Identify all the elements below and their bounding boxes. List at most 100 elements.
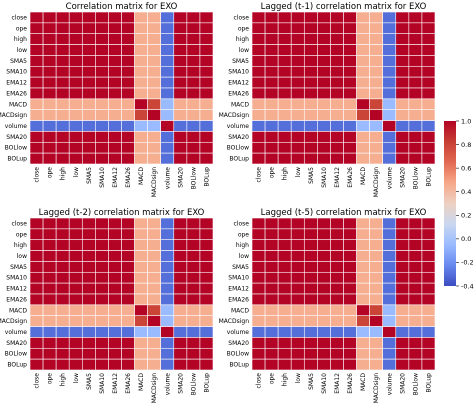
heatmap-cell xyxy=(160,44,175,56)
heatmap-cell xyxy=(134,152,148,165)
heatmap-cell xyxy=(95,261,109,273)
heatmap-cell xyxy=(317,293,331,306)
heatmap-cell xyxy=(408,347,423,360)
heatmap-cell xyxy=(369,120,384,132)
heatmap-cell xyxy=(199,250,214,262)
heatmap-cell xyxy=(330,315,344,327)
heatmap-cell xyxy=(186,337,201,349)
heatmap-cell xyxy=(55,152,70,165)
heatmap-cell xyxy=(251,109,266,121)
panel-title: Lagged (t-5) correlation matrix for EXO xyxy=(261,208,427,218)
heatmap-cell xyxy=(343,109,357,121)
heatmap-cell xyxy=(290,141,305,154)
heatmap-cell xyxy=(147,44,162,56)
heatmap-cell xyxy=(277,131,292,143)
heatmap-cell xyxy=(68,228,83,241)
heatmap-cell xyxy=(369,282,384,295)
heatmap-cell xyxy=(160,347,175,360)
heatmap-cell xyxy=(251,337,266,349)
y-tick-label: close xyxy=(234,14,250,21)
heatmap-cell xyxy=(369,33,384,45)
heatmap-cell xyxy=(199,358,214,371)
y-tick-label: low xyxy=(239,253,249,260)
heatmap-cell xyxy=(330,337,344,349)
y-tick-label: BOLlow xyxy=(5,145,27,152)
heatmap-cell xyxy=(264,141,279,154)
heatmap-cell xyxy=(303,271,318,284)
heatmap-cell xyxy=(290,239,305,251)
heatmap-cell xyxy=(290,337,305,349)
heatmap-cell xyxy=(199,87,214,100)
x-tick-label: high xyxy=(282,373,289,386)
heatmap-cell xyxy=(186,304,201,317)
heatmap-cell xyxy=(199,293,214,306)
x-tick-label: SMA20 xyxy=(177,373,184,394)
x-tick-label: high xyxy=(60,373,67,386)
heatmap-cell xyxy=(421,282,436,295)
heatmap-cell xyxy=(121,239,135,251)
heatmap-cell xyxy=(369,315,384,327)
heatmap-cell xyxy=(330,326,344,338)
heatmap-cell xyxy=(356,239,370,251)
heatmap-cell xyxy=(160,33,175,45)
heatmap-cell xyxy=(186,11,201,24)
heatmap-cell xyxy=(42,326,57,338)
heatmap-cell xyxy=(277,304,292,317)
heatmap-cell xyxy=(108,228,122,241)
heatmap-cell xyxy=(173,271,188,284)
heatmap-cell xyxy=(330,152,344,165)
heatmap-cell xyxy=(317,217,331,230)
heatmap-cell xyxy=(421,55,436,67)
heatmap-cell xyxy=(251,315,266,327)
heatmap-cell xyxy=(408,326,423,338)
heatmap-cell xyxy=(303,358,318,371)
heatmap-cell xyxy=(303,261,318,273)
heatmap-cell xyxy=(395,120,410,132)
heatmap-cell xyxy=(173,228,188,241)
heatmap-cell xyxy=(343,304,357,317)
y-tick-label: BOLup xyxy=(229,362,249,369)
heatmap-cell xyxy=(356,141,370,154)
y-tick-label: close xyxy=(12,220,28,227)
heatmap-panel-lag-2: Lagged (t-2) correlation matrix for EXO … xyxy=(0,208,214,404)
heatmap-cell xyxy=(330,76,344,89)
heatmap-cell xyxy=(408,22,423,35)
heatmap-cell xyxy=(199,347,214,360)
heatmap-cell xyxy=(382,65,397,78)
heatmap-cell xyxy=(421,87,436,100)
heatmap-cell xyxy=(95,65,109,78)
heatmap-cell xyxy=(95,217,109,230)
y-tick-label: SMA20 xyxy=(6,340,27,347)
heatmap-cell xyxy=(173,22,188,35)
heatmap-cell xyxy=(303,76,318,89)
heatmap-cell xyxy=(408,44,423,56)
heatmap-cell xyxy=(108,65,122,78)
heatmap-cell xyxy=(81,11,96,24)
x-tick-label: MACDsign xyxy=(151,373,158,404)
heatmap-cell xyxy=(108,152,122,165)
x-tick-label: SMA5 xyxy=(86,373,93,390)
heatmap-cell xyxy=(356,347,370,360)
heatmap-cell xyxy=(134,217,148,230)
heatmap-cell xyxy=(147,326,162,338)
heatmap-cell xyxy=(251,131,266,143)
heatmap-cell xyxy=(330,239,344,251)
panel-title: Correlation matrix for EXO xyxy=(66,2,178,12)
heatmap-cell xyxy=(55,22,70,35)
heatmap-cell xyxy=(42,282,57,295)
heatmap-cell xyxy=(330,250,344,262)
heatmap-cell xyxy=(68,293,83,306)
heatmap-cell xyxy=(68,304,83,317)
heatmap-cell xyxy=(55,347,70,360)
heatmap-cell xyxy=(134,11,148,24)
heatmap-cell xyxy=(356,358,370,371)
heatmap-cell xyxy=(369,239,384,251)
heatmap-cell xyxy=(134,131,148,143)
heatmap-cell xyxy=(108,261,122,273)
heatmap-cell xyxy=(147,293,162,306)
x-tick-label: close xyxy=(256,167,263,183)
heatmap-cell xyxy=(290,11,305,24)
heatmap-cell xyxy=(199,131,214,143)
heatmap-cell xyxy=(303,228,318,241)
heatmap-cell xyxy=(186,131,201,143)
